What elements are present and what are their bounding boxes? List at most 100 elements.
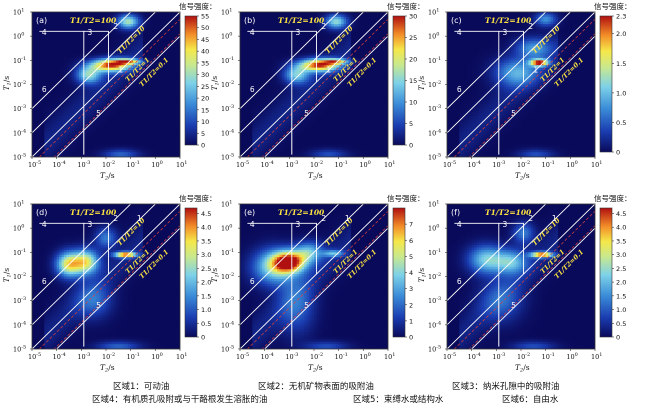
ratio-label-100: T1/T2=100 — [485, 208, 532, 217]
y-tick-label: 10-2 — [13, 272, 26, 281]
colorbar-tick-label: 1.0 — [616, 89, 626, 97]
region-box-3 — [498, 222, 524, 275]
guide-dash-1 — [246, 210, 388, 349]
colorbar-c — [599, 15, 613, 153]
x-axis-label: T2/s — [308, 363, 323, 374]
panel-label-f: (f) — [451, 208, 460, 217]
x-tick-label: 101 — [176, 160, 187, 169]
colorbar-a — [184, 15, 198, 146]
region-number-2: 2 — [528, 214, 533, 223]
region-number-2: 2 — [321, 22, 326, 31]
region-number-3: 3 — [88, 220, 93, 229]
y-tick-label: 10-3 — [13, 296, 26, 305]
colorbar-tick-label: 2.0 — [616, 30, 626, 38]
region-number-5: 5 — [511, 301, 516, 310]
colorbar-tick-label: 2.0 — [201, 279, 211, 287]
ratio-label-100: T1/T2=100 — [278, 208, 325, 217]
y-tick-label: 101 — [13, 8, 24, 17]
colorbar-tick-label: 4.5 — [616, 210, 626, 218]
panel-label-d: (d) — [36, 208, 47, 217]
colorbar-tick-label: 2.5 — [201, 265, 211, 273]
x-tick-label: 10-3 — [77, 352, 90, 361]
y-tick-label: 10-1 — [428, 56, 441, 65]
x-axis-label: T2/s — [308, 171, 323, 182]
ratio-line-10 — [32, 204, 156, 326]
x-tick-label: 101 — [176, 352, 187, 361]
y-tick-label: 10-1 — [428, 248, 441, 257]
y-axis-label: T1/s — [2, 76, 13, 91]
colorbar-tick-label: 2 — [409, 301, 413, 309]
colorbar-tick-label: 35 — [201, 59, 209, 67]
colorbar-tick-label: 10 — [201, 118, 209, 126]
guide-dash-2 — [468, 33, 595, 157]
y-axis-label: T1/s — [210, 76, 221, 91]
colorbar-tick-label: 0 — [201, 142, 205, 150]
y-tick-label: 10-1 — [221, 248, 234, 257]
guide-dash-1 — [38, 18, 180, 157]
colorbar-tick-label: 1.5 — [201, 292, 211, 300]
overlays-b — [240, 12, 388, 157]
y-tick-label: 10-3 — [221, 104, 234, 113]
x-tick-label: 10-3 — [492, 352, 505, 361]
colorbar-tick-label: 0.5 — [616, 119, 626, 127]
colorbar-tick-label: 3.0 — [616, 251, 626, 259]
colorbar-d — [184, 207, 198, 338]
y-tick-label: 10-2 — [428, 272, 441, 281]
colorbar-tick-label: 5 — [409, 120, 413, 128]
panel-d: (d) T1/T2=100T1/T2=10T1/T2=1T1/T2=0.11234… — [2, 193, 217, 374]
y-tick-label: 10-5 — [13, 153, 26, 162]
colorbar-tick-label: 30 — [201, 71, 209, 79]
colorbar-f — [599, 207, 613, 338]
x-tick-label: 10-1 — [542, 160, 555, 169]
region-number-6: 6 — [250, 85, 255, 94]
guide-dash-2 — [468, 225, 595, 349]
x-tick-label: 10-5 — [443, 352, 456, 361]
legend-region-6: 区域6：自由水 — [502, 393, 558, 405]
y-tick-label: 100 — [221, 32, 232, 41]
colorbar-tick-label: 1.0 — [616, 306, 626, 314]
colorbar-tick-label: 3.5 — [616, 237, 626, 245]
y-tick-label: 10-2 — [428, 80, 441, 89]
colorbar-e — [392, 207, 406, 338]
region-number-4: 4 — [457, 220, 462, 229]
ratio-line-10 — [32, 12, 156, 134]
ratio-line-10 — [240, 204, 364, 326]
y-tick-label: 10-5 — [13, 345, 26, 354]
x-tick-label: 10-1 — [127, 352, 140, 361]
legend-region-3: 区域3：纳米孔隙中的吸附油 — [452, 380, 559, 392]
region-number-5: 5 — [96, 109, 101, 118]
x-tick-label: 100 — [566, 352, 577, 361]
region-number-2: 2 — [113, 22, 118, 31]
ratio-line-100 — [240, 204, 340, 301]
ratio-label-100: T1/T2=100 — [70, 208, 117, 217]
ratio-line-1 — [447, 12, 595, 157]
x-tick-label: 10-3 — [77, 160, 90, 169]
panel-label-e: (e) — [244, 208, 255, 217]
y-tick-label: 10-2 — [221, 80, 234, 89]
ratio-line-1 — [32, 204, 180, 349]
x-tick-label: 10-5 — [236, 160, 249, 169]
region-number-1: 1 — [137, 214, 142, 223]
ratio-label-100: T1/T2=100 — [485, 16, 532, 25]
colorbar-tick-label: 0 — [409, 142, 413, 150]
region-number-4: 4 — [250, 28, 255, 37]
y-axis-label: T1/s — [2, 268, 13, 283]
ratio-line-1 — [447, 204, 595, 349]
legend-region-4: 区域4：有机质孔吸附或与干酪根发生溶胀的油 — [92, 393, 267, 405]
colorbar-tick-label: 0 — [201, 334, 205, 342]
y-tick-label: 10-4 — [13, 320, 26, 329]
x-tick-label: 10-4 — [53, 352, 66, 361]
colorbar-tick-label: 7 — [409, 221, 413, 229]
region-number-6: 6 — [457, 85, 462, 94]
region-box-3 — [83, 222, 109, 275]
colorbar-title-e: 信号强度： — [387, 193, 425, 203]
heatmap-c — [447, 12, 595, 157]
heatmap-e — [240, 204, 388, 349]
colorbar-tick-label: 25 — [409, 34, 417, 42]
colorbar-title-c: 信号强度： — [594, 1, 632, 11]
colorbar-tick-label: 4.5 — [201, 210, 211, 218]
x-tick-label: 101 — [384, 160, 395, 169]
colorbar-title-b: 信号强度： — [387, 1, 425, 11]
ratio-line-0.1 — [471, 35, 595, 157]
